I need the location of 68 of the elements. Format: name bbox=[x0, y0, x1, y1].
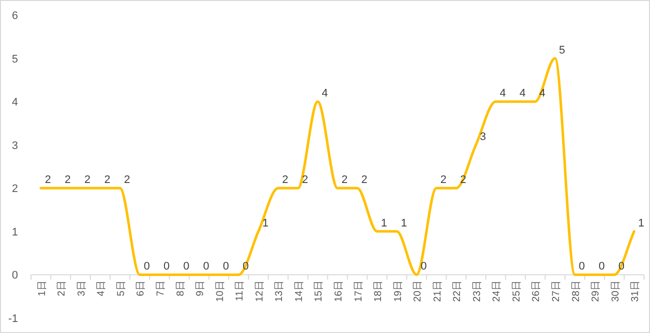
data-label: 2 bbox=[104, 174, 110, 186]
data-label: 2 bbox=[282, 174, 288, 186]
data-label: 1 bbox=[400, 217, 407, 230]
data-label: 2 bbox=[342, 174, 348, 186]
x-tick-label: 29日 bbox=[590, 280, 602, 302]
data-label: 3 bbox=[480, 130, 486, 143]
data-label: 1 bbox=[381, 217, 388, 230]
y-tick-label: 1 bbox=[12, 226, 18, 238]
x-tick-label: 15日 bbox=[314, 280, 325, 302]
x-tick-label: 9日 bbox=[195, 280, 206, 296]
x-tick-label: 3日 bbox=[76, 280, 88, 296]
y-tick-label: 3 bbox=[12, 140, 18, 152]
x-tick-label: 4日 bbox=[96, 280, 108, 296]
line-series bbox=[40, 57, 636, 276]
x-tick-label: 27日 bbox=[551, 280, 562, 302]
x-tick-label: 7日 bbox=[156, 280, 167, 296]
y-tick-label: 2 bbox=[12, 183, 18, 196]
data-label: 4 bbox=[500, 88, 506, 100]
y-tick-label: 4 bbox=[12, 96, 18, 109]
data-label: 2 bbox=[64, 174, 71, 186]
x-tick-label: 14日 bbox=[294, 280, 305, 302]
x-tick-label: 2日 bbox=[56, 280, 68, 296]
x-tick-label: 25日 bbox=[511, 280, 522, 302]
x-tick-label: 24日 bbox=[492, 280, 503, 302]
x-tick-label: 10日 bbox=[214, 280, 226, 302]
data-label: 1 bbox=[262, 217, 269, 230]
x-tick-label: 1日 bbox=[36, 280, 48, 296]
data-label: 2 bbox=[44, 174, 52, 186]
x-tick-label: 6日 bbox=[136, 280, 147, 296]
x-tick-label: 8日 bbox=[175, 280, 186, 296]
x-tick-label: 19日 bbox=[392, 280, 404, 302]
x-tick-label: 20日 bbox=[412, 280, 424, 302]
data-label: 0 bbox=[222, 260, 229, 273]
x-tick-label: 12日 bbox=[254, 280, 266, 302]
data-label: 0 bbox=[578, 260, 585, 273]
x-tick-label: 21日 bbox=[432, 280, 444, 302]
data-label: 2 bbox=[84, 174, 91, 186]
data-label: 0 bbox=[164, 260, 170, 273]
x-tick-label: 23日 bbox=[472, 280, 483, 302]
data-label: 1 bbox=[638, 217, 644, 230]
data-label: 4 bbox=[519, 88, 526, 100]
data-label: 0 bbox=[144, 260, 150, 273]
x-tick-label: 28日 bbox=[570, 280, 582, 302]
y-tick-label: 6 bbox=[12, 10, 18, 22]
data-label: 0 bbox=[420, 260, 427, 273]
x-tick-label: 30日 bbox=[610, 280, 622, 302]
y-tick-label: -1 bbox=[8, 313, 18, 325]
y-tick-label: 0 bbox=[12, 270, 18, 282]
data-label: 0 bbox=[618, 260, 624, 273]
x-tick-label: 18日 bbox=[373, 280, 384, 302]
data-label: 2 bbox=[361, 174, 368, 186]
y-tick-label: 5 bbox=[12, 53, 18, 66]
x-tick-label: 26日 bbox=[531, 280, 542, 302]
data-label: 5 bbox=[559, 44, 566, 56]
data-label: 0 bbox=[598, 260, 605, 273]
data-label: 0 bbox=[203, 260, 210, 273]
x-tick-label: 16日 bbox=[334, 280, 344, 302]
x-tick-label: 22日 bbox=[452, 280, 464, 302]
data-label: 2 bbox=[124, 174, 130, 186]
data-label: 4 bbox=[322, 88, 328, 100]
x-tick-label: 13日 bbox=[274, 280, 286, 302]
x-tick-label: 31日 bbox=[630, 280, 642, 302]
data-label: 2 bbox=[302, 174, 308, 186]
data-label: 2 bbox=[440, 174, 446, 186]
data-label: 0 bbox=[183, 260, 190, 273]
x-tick-label: 11日 bbox=[234, 280, 246, 302]
x-tick-label: 5日 bbox=[116, 280, 127, 296]
x-tick-label: 17日 bbox=[353, 280, 364, 302]
